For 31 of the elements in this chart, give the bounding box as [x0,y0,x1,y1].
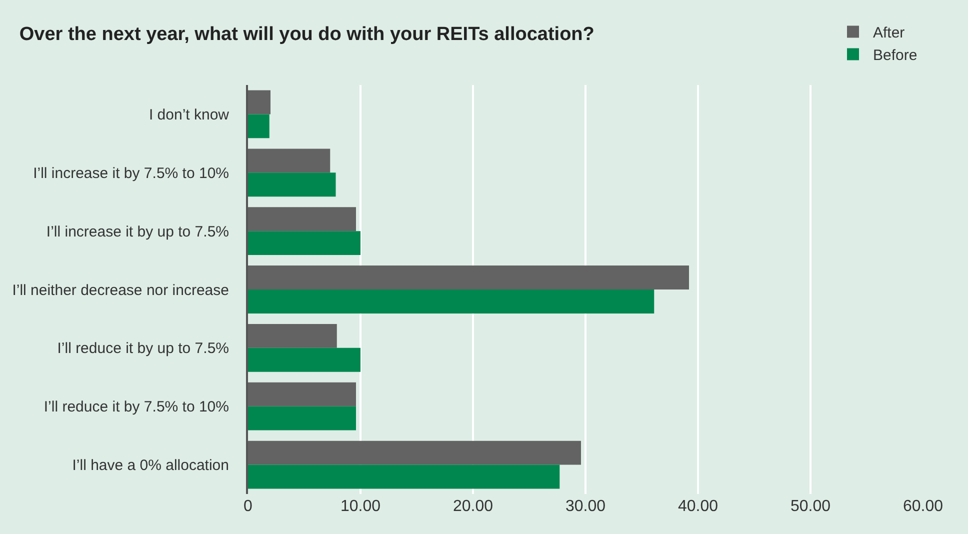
bar [248,290,654,314]
legend-label: After [873,24,905,42]
y-tick-label: I’ll increase it by up to 7.5% [46,223,229,240]
x-tick-label: 20.00 [452,498,494,515]
bar [248,231,360,256]
x-tick-label: 50.00 [790,498,831,515]
y-tick-label: I’ll neither decrease nor increase [12,282,229,299]
x-tick-label: 0 [244,498,253,515]
bar [248,207,356,232]
x-tick-label: 60.00 [902,498,944,515]
y-tick-label: I’ll reduce it by 7.5% to 10% [44,398,229,416]
bar [248,382,356,406]
bar [248,440,581,465]
legend-label: Before [873,47,918,64]
x-tick-label: 30.00 [565,498,606,515]
bar [248,114,270,138]
bar [248,172,336,197]
bar [248,324,337,348]
y-tick-label: I don’t know [148,106,230,124]
y-tick-label: I’ll increase it by 7.5% to 10% [33,164,229,182]
chart-title: Over the next year, what will you do with your REITs allocation? [19,24,594,45]
bar [248,464,560,489]
bar [248,148,330,173]
x-tick-label: 40.00 [678,498,718,515]
bar [248,406,356,430]
y-tick-label: I’ll reduce it by up to 7.5% [57,340,229,358]
x-tick-label: 10.00 [340,498,381,515]
y-tick-label: I’ll have a 0% allocation [72,457,229,474]
bar [248,90,270,114]
bar [248,348,360,372]
bar [248,266,689,290]
